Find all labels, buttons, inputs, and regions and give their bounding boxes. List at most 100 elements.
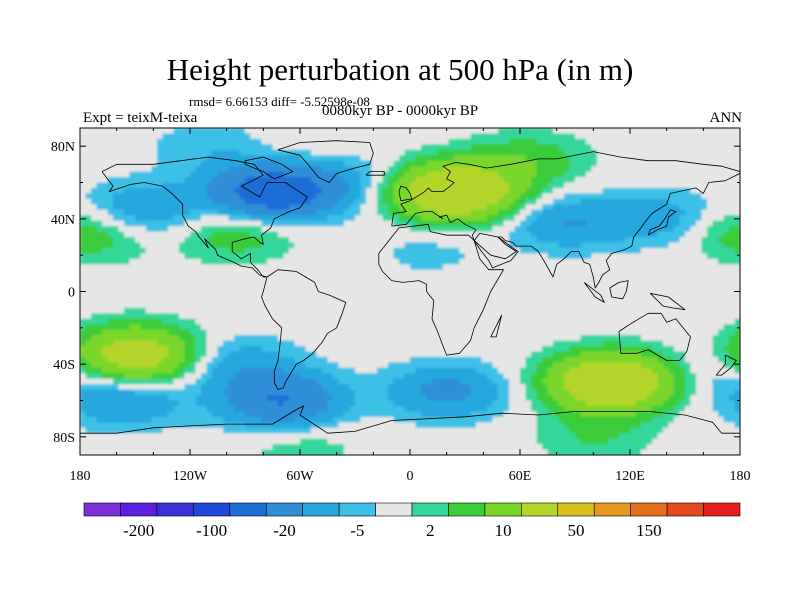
field-cell <box>619 220 626 227</box>
field-cell <box>723 335 730 342</box>
field-cell <box>657 138 664 145</box>
field-cell <box>569 193 576 200</box>
field-cell <box>239 220 246 227</box>
field-cell <box>278 171 285 178</box>
field-cell <box>597 128 604 135</box>
field-cell <box>382 269 389 276</box>
field-cell <box>525 318 532 325</box>
field-cell <box>602 138 609 145</box>
field-cell <box>212 346 219 353</box>
field-cell <box>591 335 598 342</box>
field-cell <box>646 138 653 145</box>
field-cell <box>388 275 395 282</box>
field-cell <box>443 220 450 227</box>
field-cell <box>685 291 692 298</box>
field-cell <box>668 286 675 293</box>
field-cell <box>459 275 466 282</box>
field-cell <box>547 253 554 260</box>
field-cell <box>371 209 378 216</box>
field-cell <box>602 253 609 260</box>
field-cell <box>256 182 263 189</box>
field-cell <box>712 220 719 227</box>
field-cell <box>388 177 395 184</box>
field-cell <box>536 160 543 167</box>
field-cell <box>580 346 587 353</box>
field-cell <box>635 149 642 156</box>
field-cell <box>327 258 334 265</box>
field-cell <box>690 231 697 238</box>
field-cell <box>443 242 450 249</box>
field-cell <box>245 258 252 265</box>
field-cell <box>668 220 675 227</box>
field-cell <box>371 128 378 135</box>
field-cell <box>635 296 642 303</box>
field-cell <box>564 204 571 211</box>
field-cell <box>250 209 257 216</box>
field-cell <box>415 253 422 260</box>
field-cell <box>228 269 235 276</box>
field-cell <box>426 187 433 194</box>
field-cell <box>239 193 246 200</box>
field-cell <box>338 193 345 200</box>
field-cell <box>245 351 252 358</box>
field-cell <box>553 237 560 244</box>
field-cell <box>118 237 125 244</box>
field-cell <box>173 264 180 271</box>
field-cell <box>619 318 626 325</box>
field-cell <box>591 138 598 145</box>
field-cell <box>338 177 345 184</box>
field-cell <box>162 275 169 282</box>
field-cell <box>514 269 521 276</box>
field-cell <box>415 258 422 265</box>
field-cell <box>212 286 219 293</box>
field-cell <box>311 204 318 211</box>
field-cell <box>272 160 279 167</box>
field-cell <box>723 204 730 211</box>
field-cell <box>608 128 615 135</box>
field-cell <box>421 204 428 211</box>
field-cell <box>393 313 400 320</box>
field-cell <box>349 237 356 244</box>
field-cell <box>531 155 538 162</box>
field-cell <box>531 193 538 200</box>
field-cell <box>344 128 351 135</box>
field-cell <box>333 302 340 309</box>
field-cell <box>421 313 428 320</box>
field-cell <box>701 275 708 282</box>
field-cell <box>124 193 131 200</box>
field-cell <box>723 144 730 151</box>
field-cell <box>586 264 593 271</box>
field-cell <box>630 198 637 205</box>
field-cell <box>476 144 483 151</box>
field-cell <box>718 187 725 194</box>
field-cell <box>206 209 213 216</box>
field-cell <box>613 258 620 265</box>
field-cell <box>283 204 290 211</box>
field-cell <box>129 275 136 282</box>
field-cell <box>195 307 202 314</box>
field-cell <box>437 247 444 254</box>
field-cell <box>718 193 725 200</box>
field-cell <box>118 286 125 293</box>
field-cell <box>85 226 92 233</box>
field-cell <box>338 286 345 293</box>
field-cell <box>349 302 356 309</box>
field-cell <box>245 160 252 167</box>
field-cell <box>305 302 312 309</box>
field-cell <box>470 253 477 260</box>
field-cell <box>564 313 571 320</box>
field-cell <box>613 329 620 336</box>
field-cell <box>443 286 450 293</box>
field-cell <box>663 155 670 162</box>
field-cell <box>366 324 373 331</box>
field-cell <box>421 351 428 358</box>
field-cell <box>723 171 730 178</box>
field-cell <box>498 340 505 347</box>
field-cell <box>729 220 736 227</box>
field-cell <box>597 335 604 342</box>
field-cell <box>190 138 197 145</box>
field-cell <box>256 351 263 358</box>
field-cell <box>393 253 400 260</box>
field-cell <box>487 286 494 293</box>
field-cell <box>80 351 87 358</box>
